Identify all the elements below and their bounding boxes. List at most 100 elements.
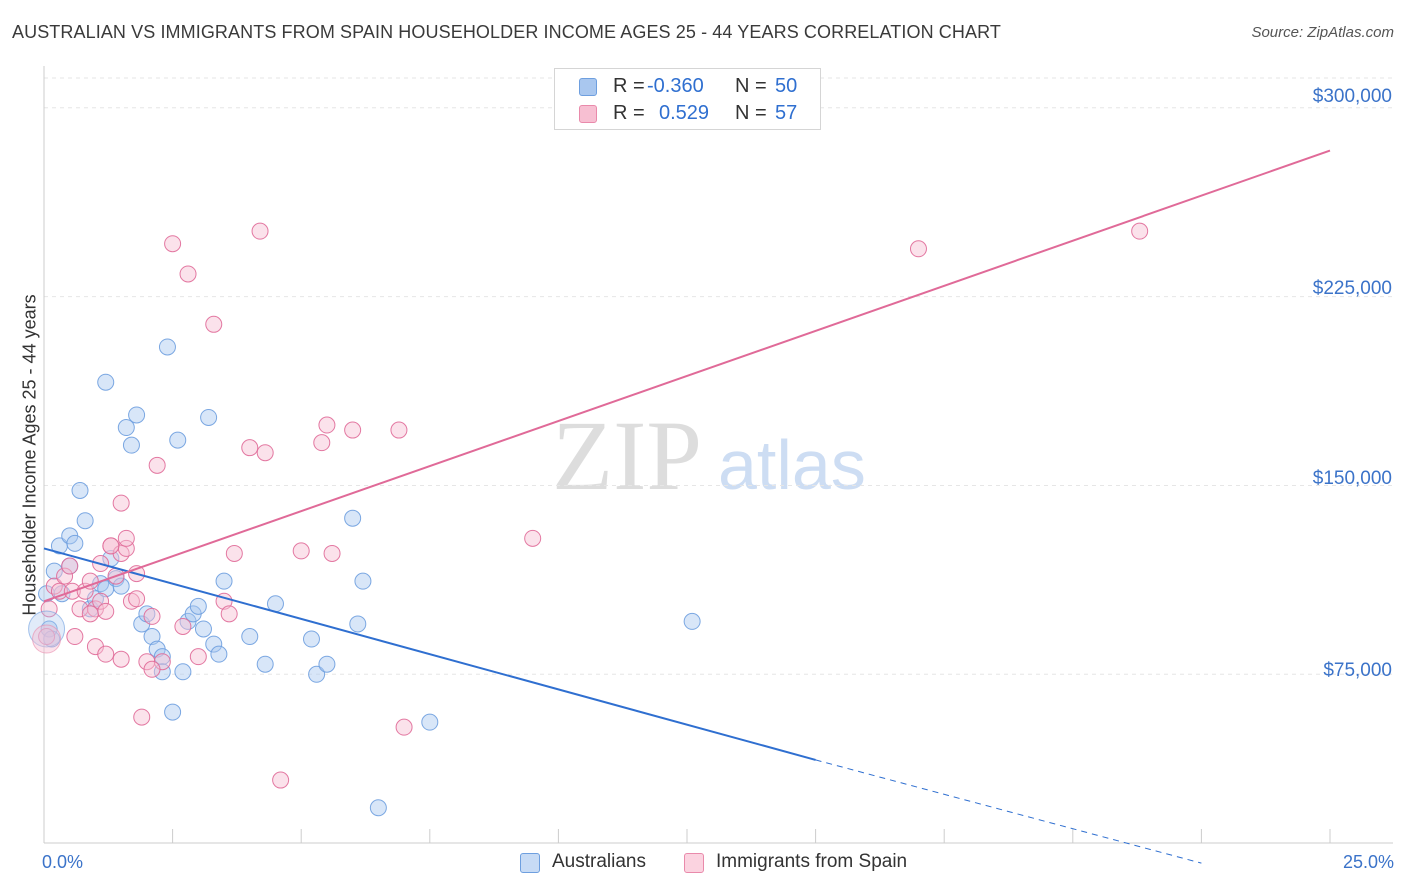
y-tick-label-225000: $225,000 xyxy=(1312,278,1392,299)
spain-point xyxy=(220,605,238,623)
legend-n-label: N = xyxy=(735,102,767,124)
spain-point xyxy=(97,645,115,663)
legend-r-label: R = xyxy=(613,102,645,124)
australians-point xyxy=(210,645,228,663)
australians-trendline xyxy=(43,547,816,761)
spain-point xyxy=(390,421,408,439)
spain-point xyxy=(909,240,927,258)
australians-point xyxy=(45,562,63,580)
spain-point xyxy=(313,434,331,452)
x-tick-label-max: 25.0% xyxy=(1342,852,1394,872)
spain-point xyxy=(524,529,542,547)
australians-point xyxy=(174,663,192,681)
spain-point xyxy=(292,542,310,560)
spain-point xyxy=(40,600,58,618)
watermark-atlas: atlas xyxy=(718,426,866,504)
australians-point xyxy=(318,655,336,673)
spain-point xyxy=(164,235,182,253)
australians-point xyxy=(169,431,187,449)
australians-point xyxy=(153,648,171,666)
watermark-zip: ZIP xyxy=(552,400,702,511)
spain-point xyxy=(395,718,413,736)
spain-point xyxy=(66,628,84,646)
spain-point xyxy=(71,600,89,618)
bottom-legend-swatch-australians xyxy=(520,853,540,873)
australians-point xyxy=(66,534,84,552)
legend-swatch-spain xyxy=(579,105,597,123)
spain-point xyxy=(38,628,56,646)
australians-point xyxy=(158,338,176,356)
spain-point xyxy=(117,529,135,547)
australians-point xyxy=(369,799,387,817)
australians-point xyxy=(302,630,320,648)
spain-point xyxy=(143,607,161,625)
spain-point xyxy=(179,265,197,283)
australians-cluster-point xyxy=(28,610,66,648)
x-tick-label-min: 0.0% xyxy=(42,852,84,872)
spain-point xyxy=(241,439,259,457)
australians-point xyxy=(354,572,372,590)
spain-point xyxy=(81,572,99,590)
legend-swatch-australians xyxy=(579,78,597,96)
australians-point xyxy=(194,620,212,638)
legend-n-value: 50 xyxy=(775,75,798,97)
legend-r-value: 0.529 xyxy=(659,102,710,124)
spain-point xyxy=(148,456,166,474)
spain-point xyxy=(112,494,130,512)
australians-point xyxy=(215,572,233,590)
y-axis-label: Householder Income Ages 25 - 44 years xyxy=(19,294,40,616)
australians-point xyxy=(241,628,259,646)
legend-n-value: 57 xyxy=(775,102,798,124)
spain-point xyxy=(102,537,120,555)
australians-point xyxy=(349,615,367,633)
spain-point xyxy=(112,650,130,668)
spain-point xyxy=(97,602,115,620)
spain-point xyxy=(189,648,207,666)
australians-point xyxy=(76,512,94,530)
legend-n-label: N = xyxy=(735,75,767,97)
australians-point xyxy=(189,597,207,615)
y-tick-label-75000: $75,000 xyxy=(1323,660,1392,681)
australians-point xyxy=(71,481,89,499)
spain-point xyxy=(344,421,362,439)
spain-point xyxy=(143,660,161,678)
legend-r-label: R = xyxy=(613,75,645,97)
spain-point xyxy=(272,771,290,789)
y-tick-label-300000: $300,000 xyxy=(1312,86,1392,107)
spain-trendline xyxy=(43,149,1331,603)
spain-point xyxy=(256,444,274,462)
bottom-legend-label-australians: Australians xyxy=(552,851,646,872)
spain-point xyxy=(205,315,223,333)
spain-point xyxy=(251,222,269,240)
spain-point xyxy=(81,605,99,623)
australians-point xyxy=(200,408,218,426)
spain-point xyxy=(56,567,74,585)
spain-point xyxy=(1131,222,1149,240)
chart-title: AUSTRALIAN VS IMMIGRANTS FROM SPAIN HOUS… xyxy=(12,22,1001,42)
australians-point xyxy=(205,635,223,653)
spain-point xyxy=(45,577,63,595)
correlation-legend: R = -0.360 N = 50 R = 0.529 N = 57 xyxy=(554,68,821,130)
spain-point xyxy=(323,544,341,562)
source-label: Source: ZipAtlas.com xyxy=(1251,24,1394,41)
australians-point xyxy=(683,612,701,630)
spain-point xyxy=(174,617,192,635)
spain-point xyxy=(225,544,243,562)
bottom-legend-label-spain: Immigrants from Spain xyxy=(716,851,908,872)
australians-point xyxy=(421,713,439,731)
spain-point xyxy=(318,416,336,434)
spain-cluster-point xyxy=(32,624,62,654)
australians-point xyxy=(256,655,274,673)
australians-point xyxy=(164,703,182,721)
spain-point xyxy=(61,557,79,575)
australians-point xyxy=(117,419,135,437)
spain-point xyxy=(133,708,151,726)
spain-point xyxy=(128,590,146,608)
australians-trendline-extrapolated xyxy=(815,759,1202,864)
spain-point xyxy=(92,592,110,610)
australians-point xyxy=(128,406,146,424)
australians-point xyxy=(153,663,171,681)
bottom-legend-swatch-spain xyxy=(684,853,704,873)
legend-r-value: -0.360 xyxy=(647,75,704,97)
